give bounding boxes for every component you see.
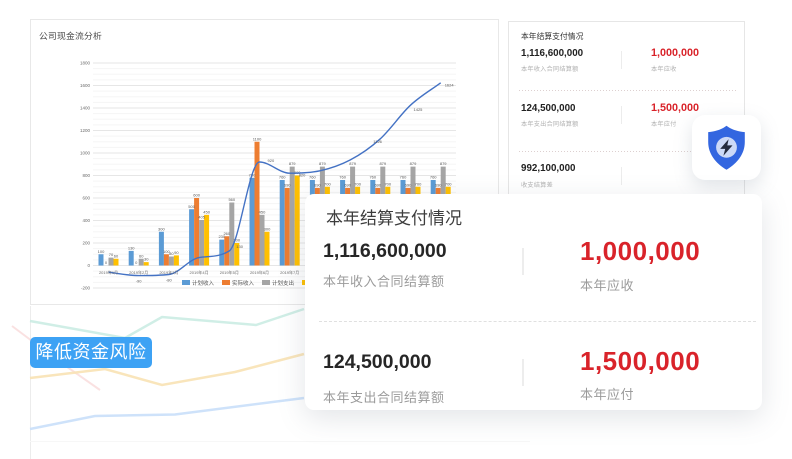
svg-text:700: 700 bbox=[384, 181, 391, 186]
svg-text:200: 200 bbox=[82, 241, 90, 246]
svg-text:2019年3月: 2019年3月 bbox=[159, 269, 178, 275]
svg-text:500: 500 bbox=[188, 204, 195, 209]
svg-text:70: 70 bbox=[109, 252, 114, 257]
svg-text:130: 130 bbox=[128, 245, 135, 250]
svg-text:2019年5月: 2019年5月 bbox=[220, 269, 239, 275]
svg-text:100: 100 bbox=[163, 249, 170, 254]
svg-text:0: 0 bbox=[87, 263, 90, 268]
svg-text:-90: -90 bbox=[136, 279, 143, 284]
svg-text:260: 260 bbox=[223, 231, 230, 236]
svg-text:700: 700 bbox=[354, 181, 361, 186]
svg-text:-80: -80 bbox=[166, 278, 173, 283]
svg-text:450: 450 bbox=[259, 209, 266, 214]
svg-text:700: 700 bbox=[445, 181, 452, 186]
svg-text:1126: 1126 bbox=[373, 139, 382, 144]
svg-text:760: 760 bbox=[430, 175, 437, 180]
svg-text:1100: 1100 bbox=[253, 136, 262, 141]
svg-text:879: 879 bbox=[379, 161, 386, 166]
svg-text:450: 450 bbox=[203, 209, 210, 214]
svg-text:400: 400 bbox=[82, 218, 90, 223]
svg-text:300: 300 bbox=[264, 226, 271, 231]
svg-text:2019年7月: 2019年7月 bbox=[280, 269, 299, 275]
svg-text:计划支出: 计划支出 bbox=[272, 279, 294, 287]
svg-text:1800: 1800 bbox=[80, 61, 91, 66]
svg-text:200: 200 bbox=[233, 238, 240, 243]
svg-text:879: 879 bbox=[289, 161, 296, 166]
svg-text:1624: 1624 bbox=[445, 82, 455, 87]
svg-text:700: 700 bbox=[324, 181, 331, 186]
svg-text:600: 600 bbox=[193, 193, 200, 198]
svg-text:690: 690 bbox=[435, 182, 442, 187]
svg-text:879: 879 bbox=[319, 161, 326, 166]
svg-text:130: 130 bbox=[236, 244, 243, 249]
svg-text:1400: 1400 bbox=[80, 106, 91, 111]
svg-text:760: 760 bbox=[339, 175, 346, 180]
svg-text:760: 760 bbox=[309, 175, 316, 180]
svg-text:405: 405 bbox=[198, 214, 205, 219]
svg-text:0: 0 bbox=[105, 260, 108, 265]
svg-text:1200: 1200 bbox=[80, 128, 91, 133]
svg-text:879: 879 bbox=[440, 161, 447, 166]
svg-text:80: 80 bbox=[169, 251, 174, 256]
svg-text:690: 690 bbox=[344, 182, 351, 187]
svg-text:90: 90 bbox=[174, 250, 179, 255]
svg-text:60: 60 bbox=[139, 253, 144, 258]
svg-text:计划收入: 计划收入 bbox=[192, 279, 215, 287]
svg-text:2019年4月: 2019年4月 bbox=[190, 269, 209, 275]
svg-text:690: 690 bbox=[405, 182, 412, 187]
svg-text:690: 690 bbox=[314, 182, 321, 187]
svg-text:2019年2月: 2019年2月 bbox=[129, 269, 148, 275]
svg-text:100: 100 bbox=[98, 249, 105, 254]
svg-text:879: 879 bbox=[349, 161, 356, 166]
svg-text:690: 690 bbox=[284, 182, 291, 187]
svg-text:600: 600 bbox=[82, 196, 90, 201]
svg-text:2019年1月: 2019年1月 bbox=[99, 269, 118, 275]
svg-text:实际收入: 实际收入 bbox=[232, 279, 255, 287]
svg-text:60: 60 bbox=[114, 253, 119, 258]
svg-text:300: 300 bbox=[158, 226, 165, 231]
svg-text:0: 0 bbox=[135, 260, 138, 265]
svg-text:1425: 1425 bbox=[414, 107, 424, 112]
svg-text:820: 820 bbox=[299, 172, 306, 177]
svg-text:920: 920 bbox=[268, 158, 275, 163]
svg-text:760: 760 bbox=[369, 175, 376, 180]
svg-text:2019年6月: 2019年6月 bbox=[250, 269, 269, 275]
svg-text:230: 230 bbox=[218, 234, 225, 239]
svg-text:879: 879 bbox=[410, 161, 417, 166]
svg-text:1600: 1600 bbox=[80, 83, 91, 88]
svg-text:1000: 1000 bbox=[80, 151, 91, 156]
svg-text:760: 760 bbox=[400, 175, 407, 180]
svg-text:690: 690 bbox=[374, 182, 381, 187]
svg-text:-200: -200 bbox=[81, 286, 91, 291]
svg-text:30: 30 bbox=[144, 257, 149, 262]
svg-text:760: 760 bbox=[279, 175, 286, 180]
svg-text:700: 700 bbox=[415, 181, 422, 186]
svg-text:800: 800 bbox=[82, 173, 90, 178]
svg-text:560: 560 bbox=[228, 197, 235, 202]
